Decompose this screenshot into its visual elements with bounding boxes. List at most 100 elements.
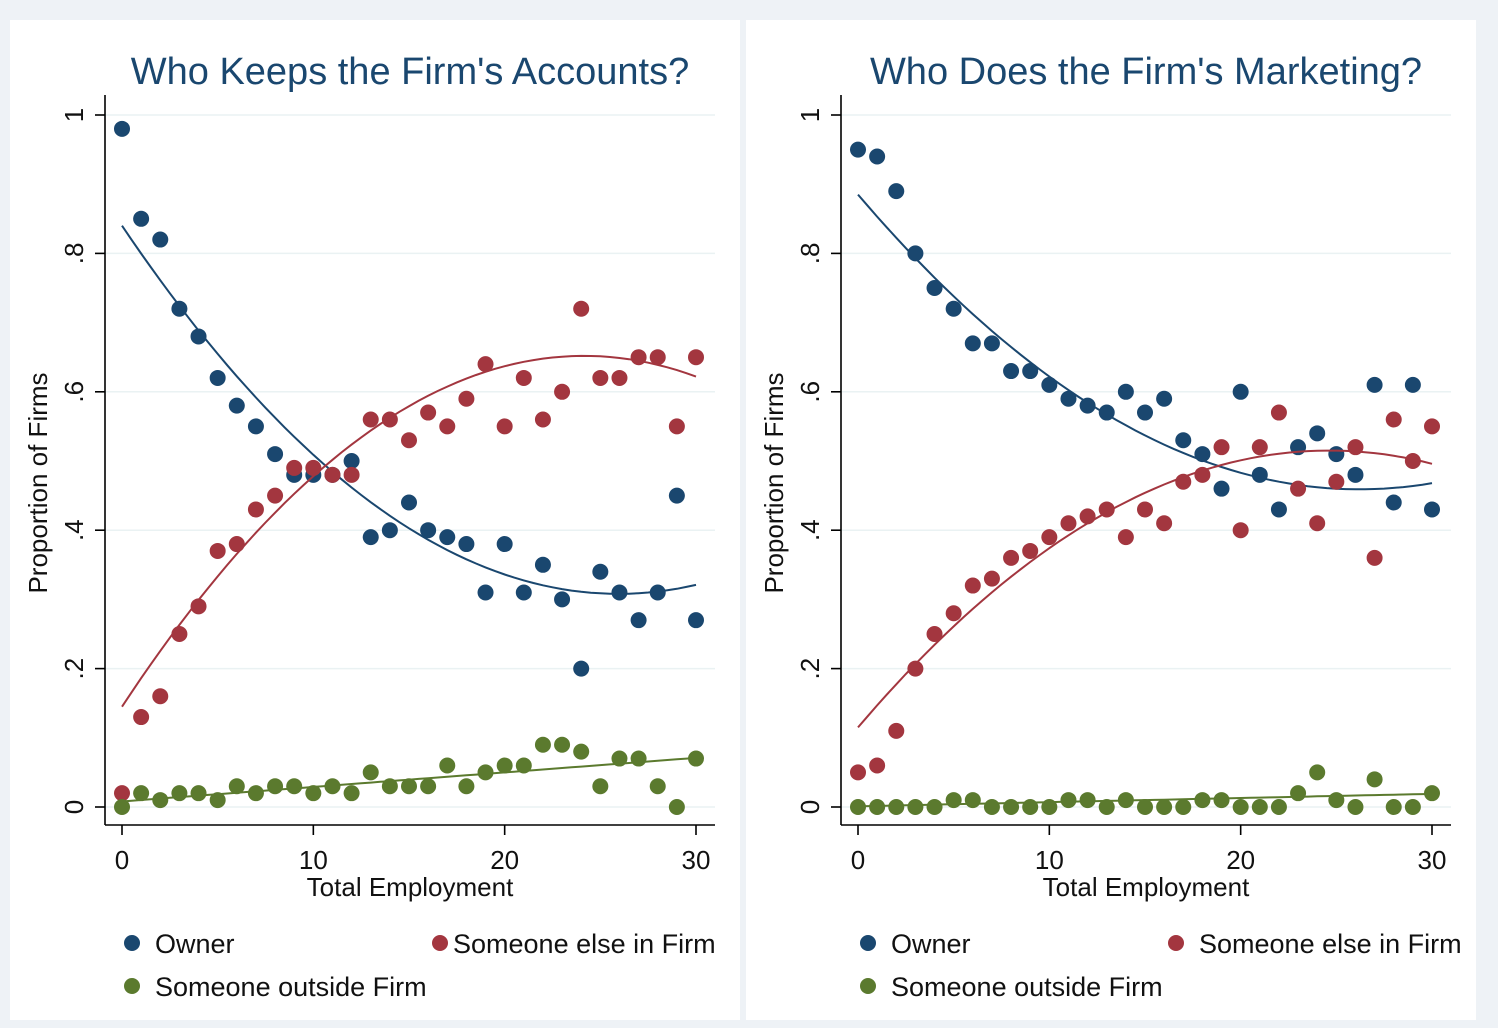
point-outside (1347, 799, 1364, 815)
point-owner (907, 245, 924, 262)
point-owner (688, 612, 704, 629)
point-someone-else (926, 626, 943, 642)
point-outside (907, 799, 924, 815)
point-owner (1270, 501, 1287, 518)
point-someone-else (668, 418, 685, 435)
point-outside (133, 785, 150, 802)
point-someone-else (496, 418, 513, 435)
x-tick-label: 10 (1035, 845, 1064, 875)
y-tick-label: .8 (59, 243, 89, 265)
point-owner (515, 584, 532, 601)
point-outside (1022, 799, 1039, 815)
chart-title: Who Keeps the Firm's Accounts? (131, 51, 690, 93)
point-outside (945, 792, 962, 809)
point-outside (1213, 792, 1230, 809)
point-someone-else (573, 300, 590, 317)
x-axis-label: Total Employment (1043, 872, 1250, 902)
point-outside (420, 778, 437, 795)
point-outside (1098, 799, 1115, 815)
point-outside (983, 799, 1000, 815)
point-owner (1251, 466, 1268, 483)
legend-marker-outside (860, 978, 876, 994)
point-owner (1156, 390, 1173, 407)
point-someone-else (1060, 515, 1077, 532)
point-outside (1366, 771, 1383, 788)
point-owner (477, 584, 494, 601)
plot-area: 0.2.4.6.810 10 20 30 (59, 95, 715, 875)
y-tick-label: .2 (795, 658, 825, 680)
point-owner (554, 591, 571, 608)
point-owner (964, 335, 981, 352)
point-outside (573, 743, 590, 760)
fit-line-someone-else (857, 449, 1433, 729)
point-owner (869, 148, 886, 165)
point-outside (630, 750, 647, 767)
point-outside (401, 778, 417, 795)
y-tick-label: .2 (59, 658, 89, 680)
point-owner (267, 446, 284, 463)
point-someone-else (554, 383, 571, 400)
y-tick-label: 1 (795, 108, 825, 122)
y-tick-label: .6 (59, 381, 89, 403)
point-owner (888, 183, 905, 200)
point-someone-else (534, 411, 551, 428)
point-outside (1175, 799, 1192, 815)
point-owner (945, 300, 962, 317)
point-someone-else (649, 349, 666, 366)
point-owner (850, 141, 866, 158)
point-owner (1137, 404, 1153, 421)
point-someone-else (1194, 466, 1211, 483)
point-outside (515, 757, 532, 774)
point-owner (1060, 390, 1077, 407)
point-someone-else (1328, 473, 1345, 490)
point-owner (1366, 376, 1383, 393)
point-outside (114, 799, 130, 815)
point-someone-else (1309, 515, 1326, 532)
point-outside (496, 757, 513, 774)
legend-label-owner: Owner (891, 929, 971, 959)
point-owner (1328, 446, 1345, 463)
point-someone-else (907, 660, 924, 677)
point-outside (1041, 799, 1058, 815)
point-outside (247, 785, 264, 802)
point-outside (1079, 792, 1096, 809)
legend-label-outside: Someone outside Firm (155, 972, 427, 1002)
point-owner (1213, 480, 1230, 497)
point-outside (1060, 792, 1077, 809)
point-someone-else (592, 369, 609, 386)
point-outside (850, 799, 866, 815)
point-someone-else (458, 390, 475, 407)
y-tick-label: 0 (59, 800, 89, 814)
legend-label-owner: Owner (155, 929, 235, 959)
legend-label-someone-else: Someone else in Firm (453, 929, 716, 959)
chart-svg-marketing: Who Does the Firm's Marketing? 0 .2 .4 .6 .8… (759, 51, 1462, 1002)
y-tick-label: .4 (795, 519, 825, 541)
point-someone-else (1022, 542, 1039, 559)
point-outside (324, 778, 341, 795)
point-someone-else (869, 757, 886, 774)
point-someone-else (133, 709, 150, 726)
point-someone-else (286, 459, 303, 476)
point-someone-else (1385, 411, 1402, 428)
point-someone-else (1098, 501, 1115, 518)
point-someone-else (850, 764, 866, 781)
point-owner (1385, 494, 1402, 511)
point-outside (649, 778, 666, 795)
point-someone-else (1117, 529, 1134, 546)
point-outside (1404, 799, 1421, 815)
point-someone-else (945, 605, 962, 622)
point-someone-else (1175, 473, 1192, 490)
point-someone-else (401, 432, 417, 449)
legend: Owner Someone else in Firm Someone outsi… (124, 929, 716, 1002)
point-someone-else (611, 369, 628, 386)
legend-label-outside: Someone outside Firm (891, 972, 1163, 1002)
point-someone-else (247, 501, 264, 518)
point-outside (1270, 799, 1287, 815)
point-outside (171, 785, 188, 802)
x-tick-label: 20 (1226, 845, 1255, 875)
point-owner (611, 584, 628, 601)
point-someone-else (1156, 515, 1173, 532)
point-someone-else (983, 570, 1000, 587)
point-outside (1290, 785, 1307, 802)
point-owner (381, 522, 398, 539)
